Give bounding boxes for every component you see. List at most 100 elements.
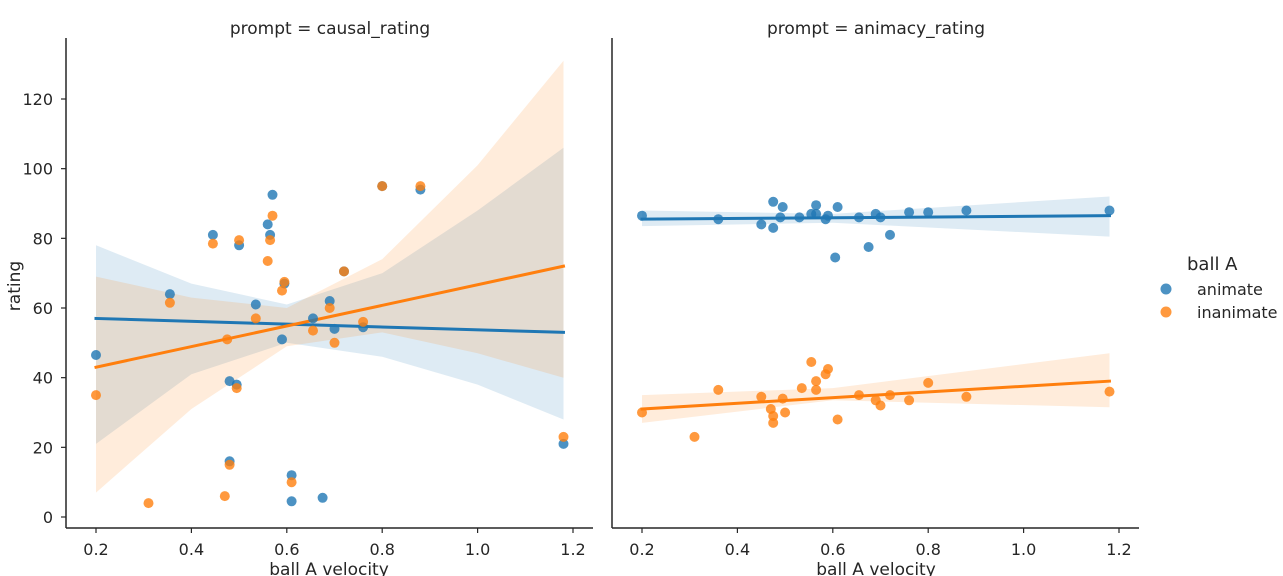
point-animate	[286, 496, 297, 507]
point-animate	[961, 205, 972, 216]
point-inanimate	[777, 393, 788, 404]
legend-marker-inanimate	[1160, 306, 1172, 318]
point-inanimate	[324, 303, 335, 313]
y-tick-label: 0	[43, 508, 53, 527]
point-inanimate	[415, 181, 426, 192]
legend: ball A animate inanimate	[1160, 254, 1277, 322]
point-animate	[286, 470, 297, 481]
point-animate	[885, 229, 895, 240]
point-inanimate	[961, 391, 972, 402]
point-inanimate	[308, 325, 318, 336]
point-animate	[854, 212, 864, 223]
scatter-points	[637, 196, 1115, 442]
point-inanimate	[267, 210, 278, 221]
point-inanimate	[768, 417, 779, 428]
y-axis-label: rating	[5, 261, 25, 311]
point-inanimate	[339, 266, 349, 277]
point-animate	[164, 289, 175, 300]
y-tick-label: 40	[33, 369, 53, 388]
point-animate	[777, 202, 788, 212]
point-animate	[329, 323, 340, 334]
point-animate	[713, 214, 724, 225]
point-animate	[904, 207, 915, 218]
point-inanimate	[875, 400, 886, 411]
x-tick-label: 0.4	[725, 540, 750, 559]
confidence-band-inanimate	[96, 60, 564, 493]
point-animate	[811, 200, 822, 211]
x-tick-label: 1.2	[1106, 540, 1131, 559]
confidence-bands	[96, 60, 564, 493]
point-animate	[863, 242, 874, 252]
x-axis-label-animacy: ball A velocity	[816, 560, 936, 576]
y-tick-label: 80	[33, 229, 53, 248]
point-inanimate	[768, 411, 779, 421]
x-tick-label: 0.4	[179, 540, 204, 559]
point-animate	[768, 196, 779, 207]
point-inanimate	[224, 459, 235, 470]
point-inanimate	[806, 357, 817, 367]
legend-label-inanimate: inanimate	[1197, 303, 1277, 322]
panel-animacy-rating: prompt = animacy_rating 0.2 0.4 0.6 0.8 1.0 1…	[611, 19, 1139, 576]
y-tick-labels: 0 20 40 60 80 100 120	[22, 90, 66, 527]
point-inanimate	[1104, 386, 1115, 397]
point-animate	[768, 222, 779, 233]
point-animate	[317, 492, 328, 503]
point-inanimate	[756, 391, 767, 402]
x-tick-label: 0.8	[915, 540, 940, 559]
point-inanimate	[262, 256, 273, 266]
y-tick-label: 100	[22, 160, 53, 179]
point-animate	[91, 350, 101, 360]
point-inanimate	[279, 276, 290, 287]
x-tick-label: 0.2	[83, 540, 108, 559]
point-inanimate	[637, 407, 647, 418]
panel-title-causal-rating: prompt = causal_rating	[230, 19, 430, 39]
point-inanimate	[164, 297, 175, 308]
point-inanimate	[265, 235, 276, 246]
point-inanimate	[358, 316, 369, 327]
point-inanimate	[277, 285, 287, 296]
x-tick-label: 1.2	[560, 540, 585, 559]
x-tick-label: 0.6	[820, 540, 845, 559]
point-inanimate	[377, 181, 388, 192]
point-inanimate	[143, 498, 154, 509]
point-inanimate	[811, 376, 822, 387]
point-inanimate	[689, 431, 700, 442]
point-inanimate	[923, 377, 934, 388]
confidence-bands	[642, 196, 1110, 423]
x-tick-labels: 0.2 0.4 0.6 0.8 1.0 1.2	[629, 528, 1132, 559]
x-axis-label-causal: ball A velocity	[269, 560, 389, 576]
point-inanimate	[207, 238, 218, 249]
point-inanimate	[286, 477, 297, 488]
legend-label-animate: animate	[1197, 280, 1263, 299]
x-tick-label: 0.2	[629, 540, 654, 559]
regression-line-inanimate	[94, 264, 566, 369]
point-inanimate	[713, 384, 724, 395]
point-animate	[1104, 205, 1115, 216]
legend-title: ball A	[1187, 254, 1238, 275]
point-animate	[832, 202, 843, 212]
point-animate	[756, 219, 767, 230]
point-inanimate	[832, 414, 843, 425]
point-inanimate	[329, 337, 340, 348]
point-inanimate	[780, 407, 791, 418]
confidence-band-animate	[96, 147, 564, 444]
point-animate	[923, 207, 934, 218]
y-tick-label: 60	[33, 299, 53, 318]
regression-line-animate	[94, 316, 566, 334]
point-animate	[794, 212, 805, 223]
point-inanimate	[796, 383, 807, 394]
y-tick-label: 20	[33, 438, 53, 457]
panel-title-animacy-rating: prompt = animacy_rating	[767, 19, 985, 39]
regression-line-inanimate	[640, 379, 1112, 411]
x-tick-label: 1.0	[465, 540, 490, 559]
scatter-points	[91, 181, 569, 509]
panel-causal-rating: prompt = causal_rating 0.2 0.4 0.6 0.8 1.0 1.…	[5, 19, 593, 576]
point-inanimate	[231, 383, 242, 394]
point-animate	[823, 210, 833, 221]
point-inanimate	[811, 384, 822, 395]
y-tick-label: 120	[22, 90, 53, 109]
point-animate	[207, 229, 218, 240]
confidence-band-inanimate	[642, 353, 1110, 423]
regression-lines	[94, 264, 566, 369]
point-inanimate	[219, 491, 230, 502]
